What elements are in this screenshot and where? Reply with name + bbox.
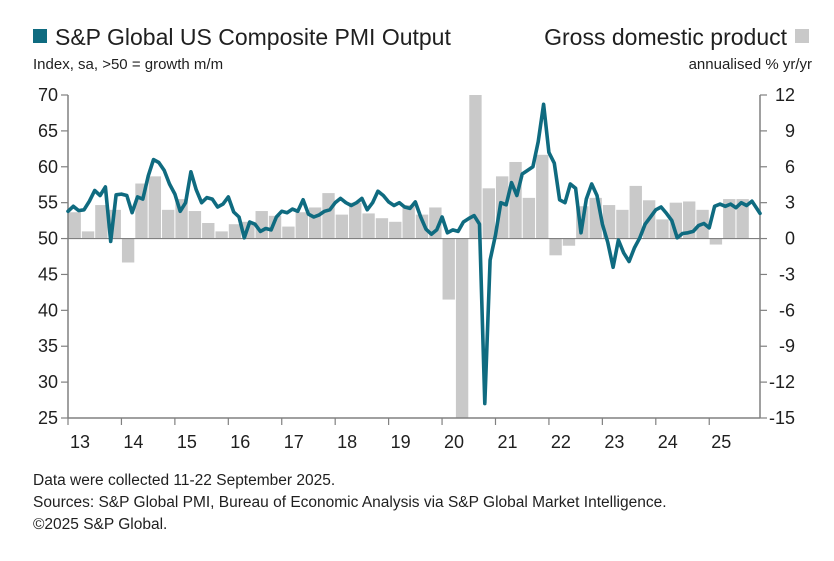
- x-tick-label: 20: [444, 432, 464, 452]
- footnote-collection: Data were collected 11-22 September 2025…: [33, 472, 336, 489]
- gdp-bar-2024Q3: [683, 201, 696, 239]
- gdp-bar-2017Q2: [295, 212, 308, 239]
- gdp-bar-2015Q3: [202, 223, 215, 239]
- gdp-bar-2014Q1: [121, 238, 135, 263]
- right-tick-label: -3: [779, 264, 795, 284]
- gdp-bar-2023Q2: [616, 209, 629, 239]
- x-tick-label: 15: [177, 432, 197, 452]
- gdp-bar-2019Q1: [389, 221, 402, 239]
- footnote-sources: Sources: S&P Global PMI, Bureau of Econo…: [33, 494, 667, 511]
- gdp-bar-2021Q2: [509, 161, 522, 239]
- gdp-bar-2022Q1: [549, 238, 562, 256]
- x-tick-label: 13: [70, 432, 90, 452]
- left-tick-label: 65: [38, 121, 58, 141]
- x-tick-label: 22: [551, 432, 571, 452]
- left-tick-label: 30: [38, 372, 58, 392]
- left-tick-label: 60: [38, 157, 58, 177]
- gdp-bar-2018Q4: [375, 218, 389, 239]
- gdp-legend-swatch: [795, 29, 809, 43]
- left-tick-label: 55: [38, 193, 58, 213]
- gdp-bar-2013Q3: [95, 205, 108, 239]
- x-tick-label: 25: [711, 432, 731, 452]
- pmi-line: [66, 102, 762, 406]
- chart-title-right: Gross domestic product: [544, 24, 787, 50]
- gdp-bar-2023Q3: [629, 185, 642, 239]
- chart-subtitle-right: annualised % yr/yr: [689, 56, 812, 73]
- gdp-bar-2025Q2: [723, 199, 736, 239]
- gdp-bar-2013Q1: [68, 212, 81, 239]
- gdp-bar-2021Q4: [536, 154, 549, 239]
- gdp-bar-2018Q3: [362, 213, 375, 239]
- x-tick-label: 14: [123, 432, 143, 452]
- gdp-bar-2020Q4: [482, 188, 495, 239]
- gdp-bar-2014Q4: [162, 209, 175, 239]
- x-tick-label: 17: [284, 432, 304, 452]
- footnote-copyright: ©2025 S&P Global.: [33, 516, 168, 533]
- right-tick-label: 0: [785, 229, 795, 249]
- right-tick-label: 12: [775, 85, 795, 105]
- gdp-bar-2021Q3: [522, 197, 536, 239]
- gdp-bar-2017Q1: [282, 226, 295, 239]
- chart: S&P Global US Composite PMI Output Index…: [33, 24, 812, 452]
- gdp-bar-2017Q4: [322, 193, 335, 239]
- axes: 70656055504540353025129630-3-6-9-12-1513…: [38, 85, 795, 452]
- gdp-bar-2018Q2: [349, 202, 362, 239]
- x-tick-label: 18: [337, 432, 357, 452]
- gdp-bar-2020Q2: [455, 238, 469, 418]
- right-tick-label: 6: [785, 157, 795, 177]
- right-tick-label: -6: [779, 300, 795, 320]
- gdp-bar-2025Q3: [736, 199, 749, 239]
- x-tick-label: 19: [391, 432, 411, 452]
- gdp-bar-2022Q2: [562, 238, 576, 246]
- x-tick-label: 24: [658, 432, 678, 452]
- x-tick-label: 16: [230, 432, 250, 452]
- chart-subtitle-left: Index, sa, >50 = growth m/m: [33, 56, 223, 73]
- pmi-legend-swatch: [33, 29, 47, 43]
- right-tick-label: 3: [785, 193, 795, 213]
- left-tick-label: 50: [38, 229, 58, 249]
- left-tick-label: 40: [38, 300, 58, 320]
- gdp-bar-2013Q2: [81, 231, 95, 239]
- left-tick-label: 35: [38, 336, 58, 356]
- gdp-bar-2015Q2: [188, 211, 202, 239]
- gdp-bar-2019Q3: [415, 214, 429, 239]
- gdp-bar-2019Q4: [429, 207, 442, 239]
- gdp-bar-2019Q2: [402, 205, 415, 239]
- left-tick-label: 70: [38, 85, 58, 105]
- left-tick-label: 25: [38, 408, 58, 428]
- chart-title-left: S&P Global US Composite PMI Output: [55, 24, 451, 50]
- right-tick-label: -9: [779, 336, 795, 356]
- gdp-bar-2015Q4: [215, 231, 228, 239]
- gdp-bar-2016Q4: [268, 215, 282, 239]
- x-tick-label: 21: [497, 432, 517, 452]
- gdp-bars: [68, 95, 749, 418]
- gdp-bar-2014Q3: [148, 176, 162, 239]
- gdp-bar-2020Q1: [442, 238, 455, 300]
- right-tick-label: 9: [785, 121, 795, 141]
- gdp-bar-2016Q1: [228, 224, 242, 239]
- pmi-line-group: [66, 102, 762, 406]
- right-tick-label: -12: [769, 372, 795, 392]
- gdp-bar-2025Q1: [709, 238, 723, 245]
- gdp-bar-2018Q1: [335, 214, 349, 239]
- gdp-bar-2017Q3: [308, 207, 322, 239]
- gdp-bar-2024Q1: [656, 219, 669, 239]
- x-tick-label: 23: [604, 432, 624, 452]
- gdp-bar-2020Q3: [469, 95, 482, 239]
- right-tick-label: -15: [769, 408, 795, 428]
- left-tick-label: 45: [38, 264, 58, 284]
